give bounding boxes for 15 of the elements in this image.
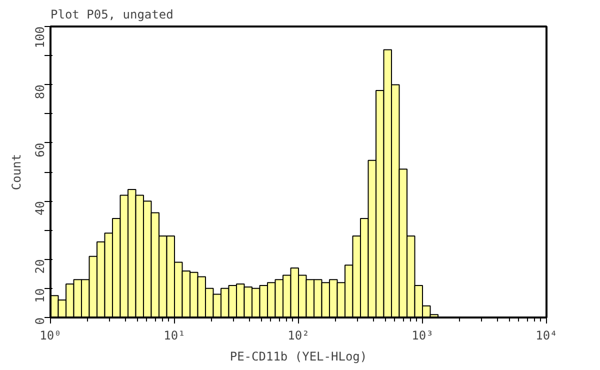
x-tick-label: 10² [288, 328, 310, 342]
y-tick-label: 20 [33, 259, 47, 274]
y-tick-label: 60 [33, 142, 47, 158]
x-tick-label: 10³ [412, 328, 434, 342]
x-tick-label: 10¹ [164, 328, 186, 342]
x-tick-label: 10⁴ [536, 328, 558, 342]
x-tick-label: 10⁰ [40, 328, 62, 342]
y-tick-label: 80 [33, 84, 47, 100]
y-tick-label: 10 [33, 288, 47, 303]
chart-title: Plot P05, ungated [50, 8, 174, 22]
y-axis-title: Count [10, 154, 24, 190]
y-tick-label: 100 [33, 26, 47, 48]
x-axis-title: PE-CD11b (YEL-HLog) [230, 350, 368, 364]
y-tick-label: 40 [33, 201, 47, 216]
y-tick-label: 0 [33, 317, 47, 325]
